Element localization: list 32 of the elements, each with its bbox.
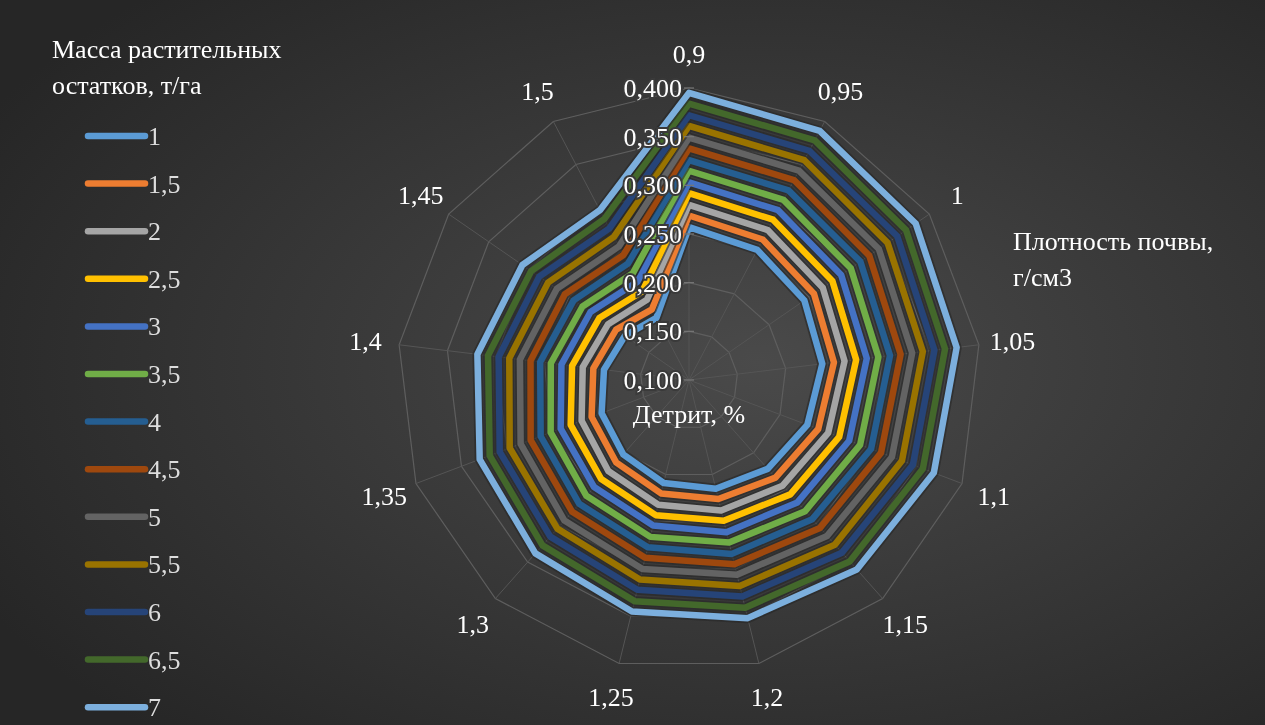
y-tick-label: 0,100 (623, 366, 682, 395)
legend-label: 6 (148, 598, 161, 627)
spoke-label: 0,9 (672, 40, 706, 69)
spoke-label: 1,45 (397, 180, 444, 210)
legend-label: 3,5 (148, 360, 181, 389)
spoke-label: 1,2 (750, 682, 784, 712)
spoke-label: 1,15 (882, 610, 928, 640)
legend-label: 4,5 (148, 455, 181, 485)
legend-title: Масса растительных остатков, т/га (52, 35, 282, 100)
spoke-label: 1 (950, 180, 964, 210)
text: Детрит, % (632, 400, 746, 429)
legend-label: 6,5 (148, 645, 181, 675)
spoke-label: 1,35 (361, 481, 407, 511)
legend-label: 3 (148, 312, 161, 342)
legend-label: 2 (148, 217, 161, 247)
legend-label: 1,5 (148, 169, 181, 199)
legend-label: 5 (148, 502, 161, 532)
legend-label: 7 (148, 693, 161, 723)
spoke-label: 1,5 (521, 77, 554, 107)
spoke-label: 1,25 (588, 682, 634, 712)
legend-label: 4 (148, 407, 161, 437)
y-tick-label: 0,300 (623, 171, 682, 201)
text: Плотность почвы, г/см3 (1013, 227, 1214, 292)
spoke-label: 1,3 (456, 610, 490, 640)
spoke-label: 1,4 (349, 326, 382, 356)
legend-label: 5,5 (148, 550, 181, 580)
spoke-label: 1,1 (977, 481, 1011, 511)
legend-label: 1 (148, 122, 161, 151)
spoke-label: 0,95 (817, 77, 864, 107)
y-tick-label: 0,400 (623, 74, 682, 103)
spoke-label: 1,05 (989, 326, 1036, 356)
legend-label: 2,5 (148, 264, 181, 294)
